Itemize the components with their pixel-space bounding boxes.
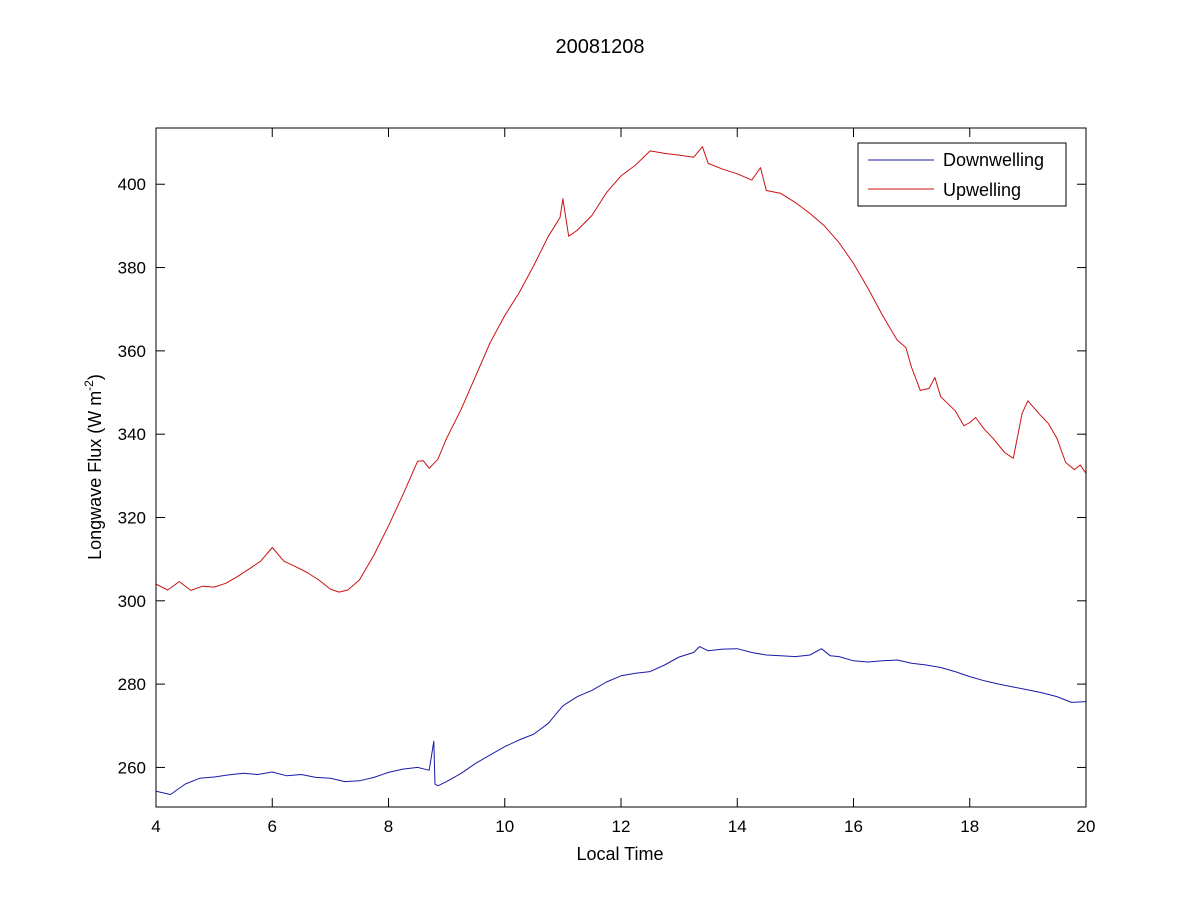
- ticks-layer: 4 6 8 10 12 14 16 18 20 260 280 300 320 340 360 380 400: [118, 128, 1096, 836]
- x-tick-label-6: 6: [268, 817, 277, 836]
- y-tick-label-360: 360: [118, 342, 146, 361]
- y-tick-label-400: 400: [118, 175, 146, 194]
- y-axis-label: Longwave Flux (W m-2): [82, 374, 105, 560]
- legend-label-downwelling: Downwelling: [943, 150, 1044, 170]
- series-line-upwelling: [156, 146, 1086, 593]
- chart-title: 20081208: [556, 36, 645, 58]
- legend: Downwelling Upwelling: [857, 142, 1067, 207]
- x-tick-label-4: 4: [151, 817, 160, 836]
- y-tick-label-280: 280: [118, 675, 146, 694]
- x-tick-label-16: 16: [844, 817, 863, 836]
- x-axis-label: Local Time: [576, 844, 663, 864]
- x-tick-label-20: 20: [1077, 817, 1096, 836]
- legend-label-upwelling: Upwelling: [943, 180, 1021, 200]
- plot-area: [156, 128, 1086, 807]
- x-tick-label-12: 12: [612, 817, 631, 836]
- x-tick-label-14: 14: [728, 817, 747, 836]
- x-tick-label-8: 8: [384, 817, 393, 836]
- y-axis-label-close: ): [85, 374, 105, 380]
- x-tick-label-18: 18: [960, 817, 979, 836]
- series-line-downwelling: [156, 646, 1086, 795]
- y-axis-label-main: Longwave Flux (W m: [85, 391, 105, 560]
- y-tick-label-340: 340: [118, 425, 146, 444]
- y-tick-label-300: 300: [118, 592, 146, 611]
- legend-box: [857, 142, 1067, 207]
- y-tick-label-320: 320: [118, 508, 146, 527]
- y-tick-label-260: 260: [118, 758, 146, 777]
- series-layer: [156, 146, 1086, 795]
- y-axis-label-superscript: -2: [82, 380, 96, 391]
- x-tick-label-10: 10: [495, 817, 514, 836]
- y-tick-label-380: 380: [118, 259, 146, 278]
